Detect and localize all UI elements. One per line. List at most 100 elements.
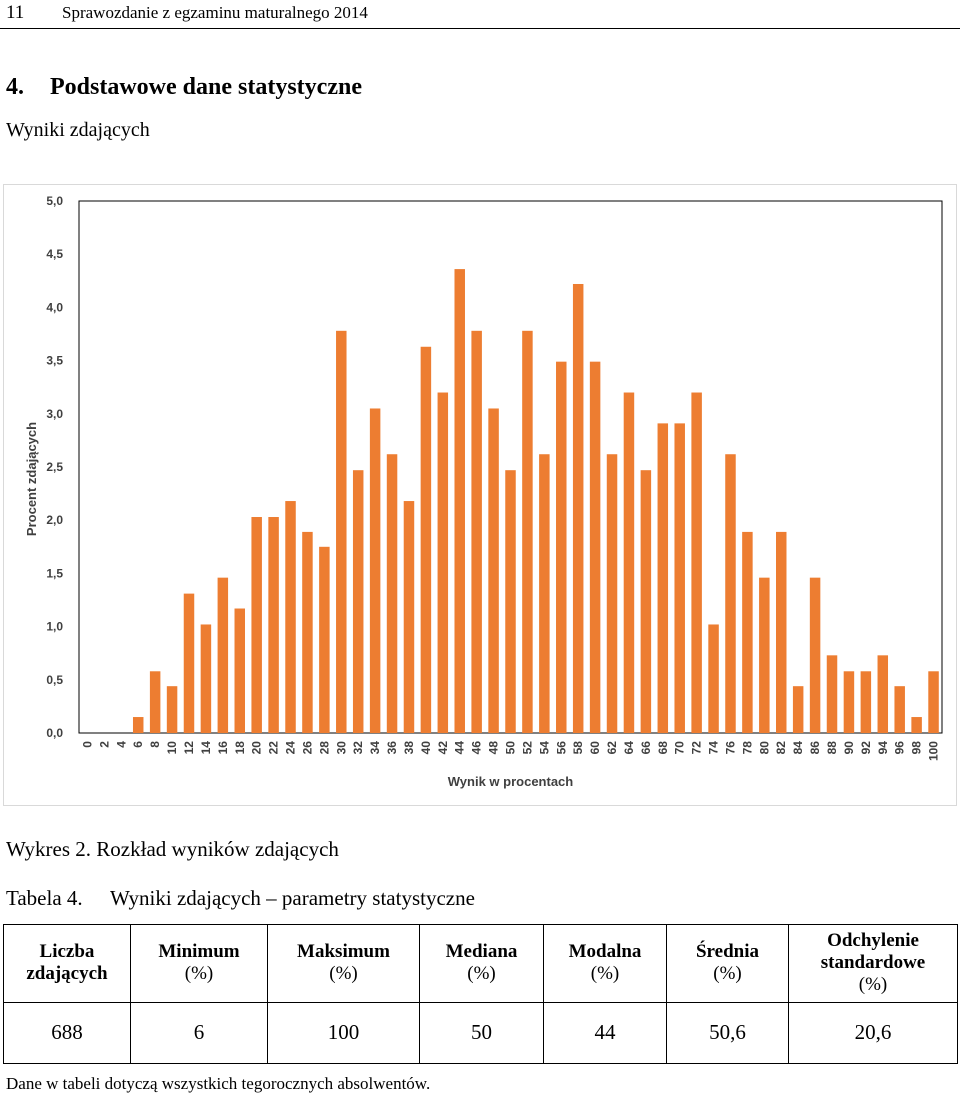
- bar: [759, 577, 770, 733]
- x-tick-label: 40: [419, 741, 433, 755]
- bar: [894, 686, 905, 733]
- y-tick-label: 1,0: [46, 620, 63, 634]
- x-tick-label: 50: [504, 741, 518, 755]
- x-tick-label: 48: [487, 741, 501, 755]
- figure-caption: Wykres 2. Rozkład wyników zdających: [6, 837, 339, 862]
- bar: [420, 346, 432, 733]
- bar: [234, 608, 246, 733]
- x-tick-label: 88: [825, 741, 839, 755]
- y-tick-label: 0,5: [46, 673, 63, 687]
- bar: [589, 361, 601, 733]
- x-tick-label: 4: [114, 741, 128, 748]
- y-tick-label: 3,0: [46, 407, 63, 421]
- x-tick-label: 38: [402, 741, 416, 755]
- bar: [860, 671, 872, 733]
- x-tick-label: 96: [893, 741, 907, 755]
- section-title: Podstawowe dane statystyczne: [50, 74, 362, 100]
- bar: [149, 671, 161, 733]
- page-number: 11: [6, 2, 25, 23]
- section-heading: 4. Podstawowe dane statystyczne: [6, 74, 362, 101]
- bar: [572, 283, 584, 733]
- y-tick-label: 0,0: [46, 726, 63, 740]
- y-tick-label: 4,0: [46, 300, 63, 314]
- x-tick-label: 2: [97, 741, 111, 748]
- x-tick-label: 28: [317, 741, 331, 755]
- bar: [183, 593, 195, 733]
- x-tick-label: 54: [537, 741, 551, 755]
- x-tick-label: 70: [673, 741, 687, 755]
- x-tick-label: 0: [80, 741, 94, 748]
- table-caption: Tabela 4. Wyniki zdających – parametry st…: [6, 886, 475, 911]
- x-tick-label: 44: [453, 741, 467, 755]
- bar: [691, 392, 702, 733]
- x-tick-label: 8: [148, 741, 162, 748]
- bar: [742, 531, 753, 733]
- bar: [336, 330, 347, 733]
- y-tick-label: 4,5: [46, 247, 63, 261]
- bar: [471, 330, 482, 733]
- x-tick-label: 64: [622, 741, 636, 755]
- header-median: Mediana (%): [419, 924, 544, 1003]
- header-count: Liczba zdających: [3, 924, 131, 1003]
- table-header-row: Liczba zdających Minimum (%) Maksimum (%) …: [3, 924, 958, 1003]
- bar: [285, 501, 296, 733]
- x-tick-label: 52: [520, 741, 534, 755]
- page-header: 11 Sprawozdanie z egzaminu maturalnego 2…: [0, 0, 960, 29]
- cell-mean: 50,6: [666, 1001, 789, 1065]
- bar: [775, 531, 787, 733]
- subsection-title: Wyniki zdających: [6, 119, 150, 141]
- bar: [674, 423, 685, 733]
- cell-count: 688: [3, 1001, 131, 1065]
- header-std-dev: Odchylenie standardowe (%): [788, 924, 958, 1003]
- bar: [505, 470, 516, 733]
- y-axis-label: Procent zdających: [24, 422, 39, 536]
- bar: [725, 454, 736, 733]
- x-tick-label: 76: [723, 741, 737, 755]
- x-tick-label: 18: [233, 741, 247, 755]
- bar: [268, 517, 279, 733]
- table-title: Wyniki zdających – parametry statystyczn…: [110, 886, 475, 910]
- x-tick-label: 100: [927, 741, 941, 761]
- statistics-table: Liczba zdających Minimum (%) Maksimum (%) …: [3, 924, 958, 1065]
- bar: [556, 361, 567, 733]
- y-tick-label: 2,0: [46, 513, 63, 527]
- x-tick-label: 34: [368, 741, 382, 755]
- bar: [488, 408, 499, 733]
- score-distribution-chart: 0,00,51,01,52,02,53,03,54,04,55,00 2 4 6 8 10…: [24, 194, 943, 789]
- y-tick-label: 5,0: [46, 194, 63, 208]
- x-tick-label: 72: [690, 741, 704, 755]
- x-tick-label: 42: [436, 741, 450, 755]
- cell-std-dev: 20,6: [788, 1001, 958, 1065]
- x-tick-label: 56: [554, 741, 568, 755]
- figure-title: Rozkład wyników zdających: [96, 837, 339, 861]
- x-axis-label: Wynik w procentach: [448, 774, 574, 789]
- x-tick-label: 58: [571, 741, 585, 755]
- bar: [539, 454, 550, 733]
- y-tick-label: 2,5: [46, 460, 63, 474]
- x-tick-label: 92: [859, 741, 873, 755]
- x-tick-label: 80: [757, 741, 771, 755]
- bar: [352, 470, 364, 733]
- cell-mode: 44: [543, 1001, 667, 1065]
- x-tick-label: 10: [165, 741, 179, 755]
- y-tick-label: 1,5: [46, 566, 63, 580]
- cell-minimum: 6: [130, 1001, 268, 1065]
- y-tick-label: 3,5: [46, 354, 63, 368]
- x-tick-label: 26: [300, 741, 314, 755]
- bar: [251, 517, 262, 733]
- x-tick-label: 68: [656, 741, 670, 755]
- x-tick-label: 6: [131, 741, 145, 748]
- header-rule: [0, 28, 960, 29]
- x-tick-label: 90: [842, 741, 856, 755]
- header-mean: Średnia (%): [666, 924, 789, 1003]
- bar: [302, 531, 313, 733]
- x-tick-label: 16: [216, 741, 230, 755]
- bar: [657, 423, 669, 733]
- bar: [386, 454, 398, 733]
- x-tick-label: 20: [250, 741, 264, 755]
- cell-median: 50: [419, 1001, 544, 1065]
- x-tick-label: 94: [876, 741, 890, 755]
- x-tick-label: 74: [707, 741, 721, 755]
- running-title: Sprawozdanie z egzaminu maturalnego 2014: [62, 3, 368, 22]
- x-tick-label: 86: [808, 741, 822, 755]
